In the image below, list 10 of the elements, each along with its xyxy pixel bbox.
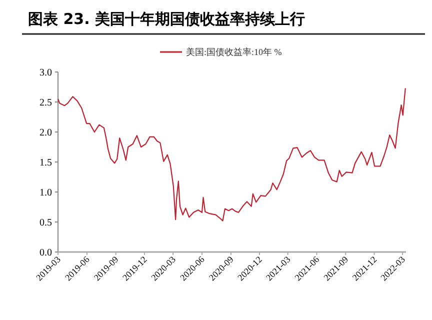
y-tick-label: 0.5 — [40, 218, 52, 228]
y-tick-label: 2.5 — [40, 98, 52, 108]
legend-label: 美国:国债收益率:10年 % — [186, 47, 282, 58]
y-tick-label: 2.0 — [40, 128, 52, 138]
chart-title: 图表 23. 美国十年期国债收益率持续上行 — [28, 10, 306, 28]
line-series — [57, 88, 406, 222]
y-tick-label: 0.0 — [40, 248, 52, 258]
y-tick-label: 3.0 — [40, 68, 52, 78]
y-tick-label: 1.0 — [40, 188, 52, 198]
y-tick-label: 1.5 — [40, 158, 52, 168]
